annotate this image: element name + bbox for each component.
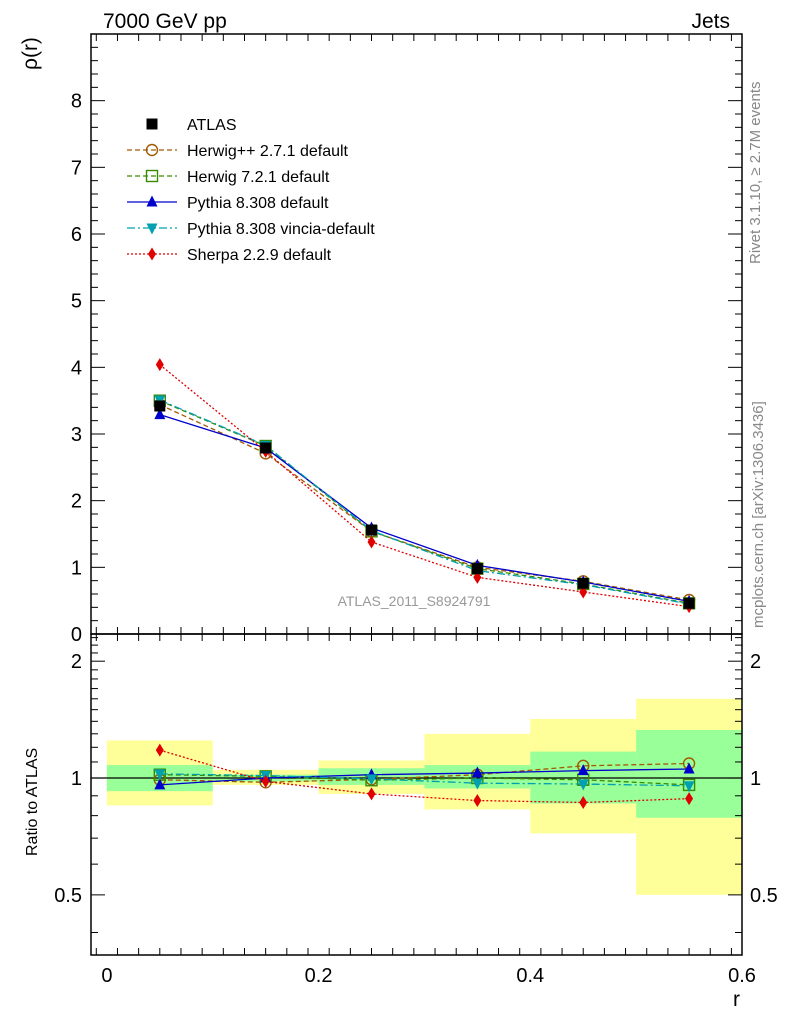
legend-marker (146, 118, 158, 130)
legend-marker (145, 169, 159, 183)
legend: ATLAS Herwig++ 2.7.1 default Herwig 7.2.1 … (127, 117, 375, 264)
x-tick-label: 0.4 (516, 965, 544, 987)
series-line (159, 364, 690, 608)
ratio-data-point (367, 787, 376, 801)
x-tick-label: 0.2 (305, 965, 333, 987)
reference-data-point (471, 563, 483, 575)
reference-data-point (154, 400, 166, 412)
series-line (159, 404, 690, 601)
legend-label: Sherpa 2.2.9 default (187, 247, 332, 264)
ratio-data-point (577, 779, 589, 791)
ratio-series-line (159, 762, 690, 783)
data-point (155, 358, 164, 372)
header-right: Jets (691, 10, 730, 33)
ratio-y-axis-title: Ratio to ATLAS (24, 748, 41, 856)
legend-label: Herwig 7.2.1 default (187, 169, 330, 186)
ratio-data-point (473, 794, 482, 808)
legend-label: Pythia 8.308 vincia-default (187, 221, 375, 238)
reference-data-point (683, 597, 695, 609)
y-tick-label: 0 (71, 624, 82, 646)
legend-label: Herwig++ 2.7.1 default (187, 143, 349, 160)
y-tick-label: 7 (71, 157, 82, 179)
y-tick-label: 6 (71, 224, 82, 246)
series-line (159, 400, 690, 604)
ratio-tick-label-right: 0.5 (750, 885, 778, 907)
ratio-tick-label-left: 0.5 (54, 885, 82, 907)
y-tick-label: 8 (71, 91, 82, 113)
ratio-data-point (577, 764, 589, 776)
ratio-series-line (159, 774, 690, 786)
reference-data-point (577, 577, 589, 589)
x-tick-label: 0 (101, 965, 112, 987)
reference-data-point (366, 524, 378, 536)
series-line (159, 414, 690, 602)
legend-marker (146, 195, 158, 207)
side-label-mcplots: mcplots.cern.ch [arXiv:1306.3436] (750, 401, 767, 628)
data-point (154, 408, 166, 420)
reference-data-point (260, 442, 272, 454)
side-label-rivet: Rivet 3.1.10, ≥ 2.7M events (747, 82, 764, 265)
ratio-data-point (685, 792, 694, 806)
y-tick-label: 4 (71, 357, 82, 379)
ratio-data-point (471, 766, 483, 778)
ratio-data-point (154, 778, 166, 790)
legend-marker (148, 247, 156, 261)
y-tick-label: 2 (71, 491, 82, 513)
ratio-data-point (471, 778, 483, 790)
ratio-data-point (261, 774, 270, 788)
data-point (367, 535, 376, 549)
ratio-data-point (683, 781, 695, 793)
ratio-data-point (683, 762, 695, 774)
y-axis-title: ρ(r) (19, 37, 42, 70)
ratio-data-point (366, 774, 378, 786)
y-tick-label: 1 (71, 557, 82, 579)
ratio-plot: 0 0.2 0.4 0.6 0.5 0.5 1 1 2 2 (54, 633, 778, 987)
ratio-frame (90, 633, 743, 956)
legend-marker (146, 223, 158, 235)
ratio-data-point (155, 743, 164, 757)
series-line (159, 399, 690, 605)
ratio-tick-label-left: 2 (71, 651, 82, 673)
x-tick-label: 0.6 (728, 965, 756, 987)
ratio-tick-label-left: 1 (71, 768, 82, 790)
ratio-data-point (154, 769, 166, 781)
legend-label: Pythia 8.308 default (187, 195, 329, 212)
ratio-data-point (579, 795, 588, 809)
analysis-watermark: ATLAS_2011_S8924791 (338, 593, 491, 609)
x-axis-title: r (733, 988, 740, 1011)
legend-marker (145, 143, 159, 157)
y-tick-label: 5 (71, 291, 82, 313)
header-left: 7000 GeV pp (103, 10, 227, 33)
legend-label: ATLAS (187, 117, 237, 134)
y-tick-label: 3 (71, 424, 82, 446)
ratio-tick-label-right: 2 (750, 651, 761, 673)
main-plot: 0 1 2 3 4 5 6 7 8 (71, 33, 743, 646)
ratio-tick-label-right: 1 (750, 768, 761, 790)
ratio-series-line (159, 768, 690, 786)
